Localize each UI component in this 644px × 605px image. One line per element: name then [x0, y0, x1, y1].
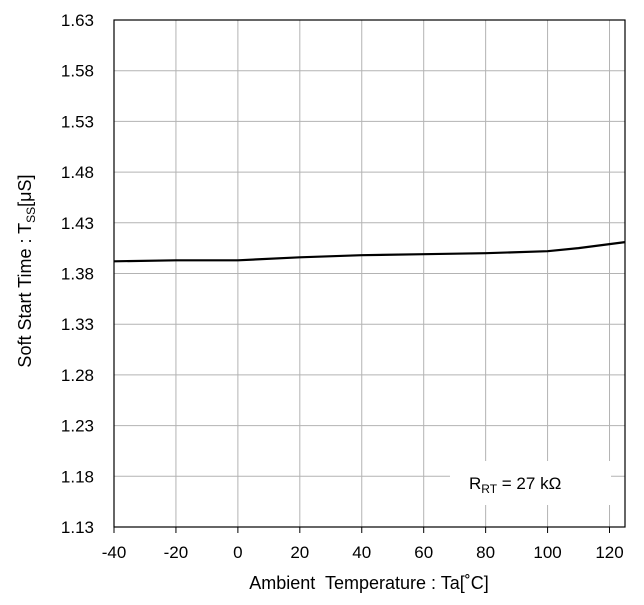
y-tick-label: 1.33: [61, 315, 94, 334]
y-axis-label-sub: SS: [24, 207, 38, 223]
x-tick-label: -20: [164, 543, 189, 562]
x-tick-label: 0: [233, 543, 242, 562]
y-tick-label: 1.48: [61, 163, 94, 182]
annotation-sub: RT: [481, 482, 497, 496]
annotation-rest: = 27 kΩ: [497, 474, 561, 493]
x-axis-label: Ambient Temperature : Ta[˚C]: [249, 573, 488, 593]
annotation: RRT = 27 kΩ: [450, 461, 611, 505]
x-tick-label: -40: [102, 543, 127, 562]
y-tick-label: 1.43: [61, 214, 94, 233]
grid: [113, 19, 625, 528]
y-tick-labels: 1.13 1.18 1.23 1.28 1.33 1.38 1.43 1.48 1.53 1.58…: [61, 11, 94, 537]
x-tick-label: 80: [476, 543, 495, 562]
y-tick-label: 1.13: [61, 518, 94, 537]
y-tick-label: 1.28: [61, 366, 94, 385]
y-tick-label: 1.23: [61, 417, 94, 436]
plot-frame: [113, 19, 626, 528]
x-tick-label: 40: [352, 543, 371, 562]
y-axis-label-main: Soft Start Time : T: [15, 223, 35, 368]
x-tick-label: 120: [595, 543, 623, 562]
y-tick-label: 1.58: [61, 62, 94, 81]
series-layer: [113, 241, 626, 263]
y-axis-label: Soft Start Time : TSS[μS]: [15, 174, 38, 367]
annotation-text: RRT = 27 kΩ: [469, 474, 561, 496]
x-tick-label: 20: [290, 543, 309, 562]
x-tick-label: 100: [533, 543, 561, 562]
annotation-box: [450, 461, 611, 505]
series-line: [113, 241, 626, 263]
y-tick-label: 1.18: [61, 467, 94, 486]
x-tick-label: 60: [414, 543, 433, 562]
x-tick-labels: -40 -20 0 20 40 60 80 100 120: [102, 527, 624, 562]
y-tick-label: 1.63: [61, 11, 94, 30]
y-axis-label-suffix: [μS]: [15, 174, 35, 206]
y-tick-label: 1.53: [61, 112, 94, 131]
y-tick-label: 1.38: [61, 265, 94, 284]
annotation-main: R: [469, 474, 481, 493]
